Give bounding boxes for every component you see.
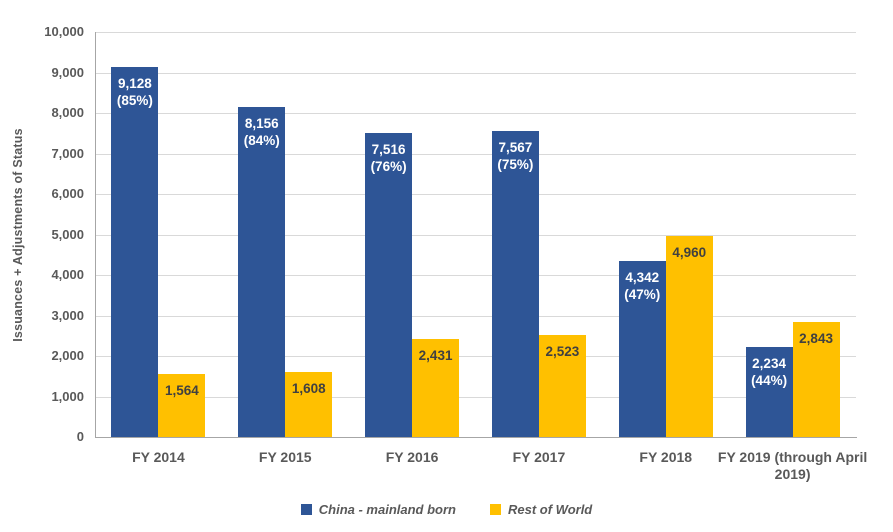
- gridline-10000: [96, 32, 856, 33]
- legend-swatch-china-icon: [300, 504, 312, 515]
- x-tick-label-fy-2019-through-april-2019: FY 2019 (through April 2019): [717, 449, 868, 482]
- y-tick-label-9000: 9,000: [51, 64, 84, 80]
- gridline-6000: [96, 194, 856, 195]
- legend-label: China - mainland born: [318, 502, 456, 517]
- gridline-3000: [96, 315, 856, 317]
- y-tick-label-6000: 6,000: [51, 186, 84, 201]
- x-axis-line: [95, 437, 857, 438]
- bar-value-label: 1,564: [165, 382, 199, 398]
- bar-rest-of-world-fy-2014: 1,564: [158, 373, 206, 437]
- bar-value-label: 2,523: [545, 343, 580, 359]
- y-tick-label-4000: 4,000: [51, 267, 84, 282]
- x-tick-label-fy-2014: FY 2014: [132, 449, 185, 465]
- bar-value-label: 2,431: [418, 347, 453, 363]
- gridline-1000: [96, 396, 856, 398]
- legend: China - mainland born Rest of World: [0, 502, 893, 517]
- bar-rest-of-world-fy-2018: 4,960: [665, 236, 713, 437]
- gridline-2000: [96, 356, 856, 357]
- bar-value-label: 1,608: [291, 380, 326, 396]
- y-tick-label-5000: 5,000: [51, 226, 84, 242]
- y-tick-label-1000: 1,000: [51, 388, 84, 404]
- bar-value-label: 4,960: [672, 245, 707, 261]
- bar-value-label: 4,342 (47%): [624, 270, 661, 303]
- gridline-7000: [96, 153, 856, 155]
- bar-china-mainland-born-fy-2018: 4,342 (47%): [618, 261, 666, 437]
- x-tick-label-fy-2017: FY 2017: [512, 449, 566, 465]
- bar-value-label: 9,128 (85%): [116, 76, 153, 109]
- y-tick-label-10000: 10,000: [44, 24, 84, 39]
- x-tick-label-fy-2015: FY 2015: [258, 449, 312, 465]
- gridline-8000: [96, 113, 856, 114]
- bar-china-mainland-born-fy-2014: 9,128 (85%): [111, 67, 159, 437]
- bar-rest-of-world-fy-2015: 1,608: [285, 371, 333, 437]
- bar-rest-of-world-fy-2016: 2,431: [412, 338, 460, 437]
- bar-rest-of-world-fy-2017: 2,523: [538, 334, 586, 437]
- legend-item-china-mainland-born: China - mainland born: [300, 502, 456, 517]
- x-tick-label-fy-2016: FY 2016: [385, 449, 439, 465]
- bar-china-mainland-born-fy-2016: 7,516 (76%): [365, 132, 413, 437]
- bar-china-mainland-born-fy-2019-through-april-2019: 2,234 (44%): [745, 346, 793, 437]
- bar-value-label: 2,234 (44%): [751, 355, 788, 388]
- y-tick-label-2000: 2,000: [51, 348, 84, 363]
- y-tick-label-0: 0: [76, 429, 84, 444]
- y-tick-label-7000: 7,000: [51, 145, 84, 161]
- bar-value-label: 8,156 (84%): [243, 115, 280, 148]
- legend-label: Rest of World: [507, 502, 593, 517]
- y-tick-label-3000: 3,000: [51, 307, 84, 323]
- bar-rest-of-world-fy-2019-through-april-2019: 2,843: [792, 321, 840, 437]
- legend-swatch-rest-of-world-icon: [489, 504, 501, 515]
- bar-china-mainland-born-fy-2015: 8,156 (84%): [238, 106, 286, 437]
- x-tick-label-fy-2018: FY 2018: [639, 449, 693, 465]
- y-tick-label-8000: 8,000: [51, 105, 84, 120]
- legend-item-rest-of-world: Rest of World: [489, 502, 593, 517]
- gridline-9000: [96, 72, 856, 74]
- bar-china-mainland-born-fy-2017: 7,567 (75%): [491, 130, 539, 437]
- bar-value-label: 7,567 (75%): [497, 139, 534, 172]
- bar-value-label: 7,516 (76%): [370, 141, 407, 174]
- bar-value-label: 2,843: [799, 330, 833, 346]
- y-axis-line: [95, 32, 96, 437]
- gridline-4000: [96, 275, 856, 276]
- gridline-5000: [96, 234, 856, 236]
